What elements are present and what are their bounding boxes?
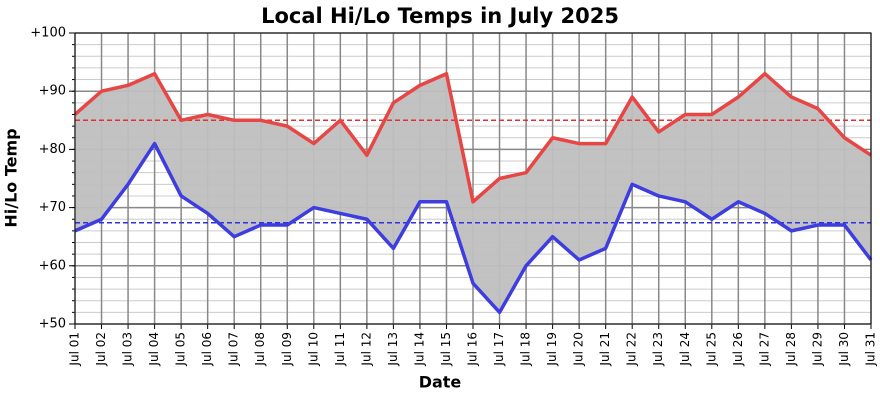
y-tick-label: +90 <box>39 84 66 99</box>
x-tick-label: Jul 15 <box>439 332 453 367</box>
x-tick-label: Jul 14 <box>412 332 426 367</box>
y-tick-label: +60 <box>39 258 66 273</box>
y-axis-label: Hi/Lo Temp <box>2 128 21 227</box>
x-tick-label: Jul 30 <box>837 332 851 367</box>
x-tick-label: Jul 06 <box>200 332 214 367</box>
x-tick-label: Jul 20 <box>572 332 586 367</box>
x-tick-label: Jul 16 <box>466 332 480 367</box>
x-tick-label: Jul 24 <box>678 332 692 367</box>
x-tick-label: Jul 17 <box>492 332 506 367</box>
x-axis-label: Date <box>419 373 462 392</box>
x-tick-label: Jul 07 <box>227 332 241 367</box>
x-tick-label: Jul 05 <box>174 332 188 367</box>
x-tick-label: Jul 01 <box>68 332 82 367</box>
x-tick-label: Jul 21 <box>598 332 612 367</box>
x-tick-label: Jul 26 <box>731 332 745 367</box>
x-tick-label: Jul 02 <box>94 332 108 367</box>
y-tick-label: +70 <box>39 200 66 215</box>
x-tick-label: Jul 12 <box>359 332 373 367</box>
y-tick-label: +50 <box>39 317 66 332</box>
x-tick-label: Jul 28 <box>784 332 798 367</box>
x-tick-label: Jul 19 <box>545 332 559 367</box>
x-tick-label: Jul 10 <box>306 332 320 367</box>
series-line <box>73 71 872 204</box>
x-tick-label: Jul 18 <box>519 332 533 367</box>
series-line <box>74 141 873 315</box>
y-tick-label: +100 <box>30 26 66 41</box>
x-tick-label: Jul 31 <box>864 332 878 367</box>
x-tick-label: Jul 22 <box>625 332 639 367</box>
x-tick-label: Jul 13 <box>386 332 400 367</box>
x-tick-label: Jul 25 <box>704 332 718 367</box>
x-tick-label: Jul 03 <box>121 332 135 367</box>
chart-title: Local Hi/Lo Temps in July 2025 <box>261 4 619 28</box>
x-tick-label: Jul 27 <box>757 332 771 367</box>
plot-frame <box>74 32 872 325</box>
range-fill <box>75 73 871 313</box>
x-tick-label: Jul 04 <box>147 332 161 367</box>
x-tick-label: Jul 23 <box>651 332 665 367</box>
x-tick-label: Jul 29 <box>810 332 824 367</box>
x-tick-label: Jul 09 <box>280 332 294 367</box>
x-tick-label: Jul 11 <box>333 332 347 367</box>
y-tick-label: +80 <box>39 142 66 157</box>
x-tick-label: Jul 08 <box>253 332 267 367</box>
